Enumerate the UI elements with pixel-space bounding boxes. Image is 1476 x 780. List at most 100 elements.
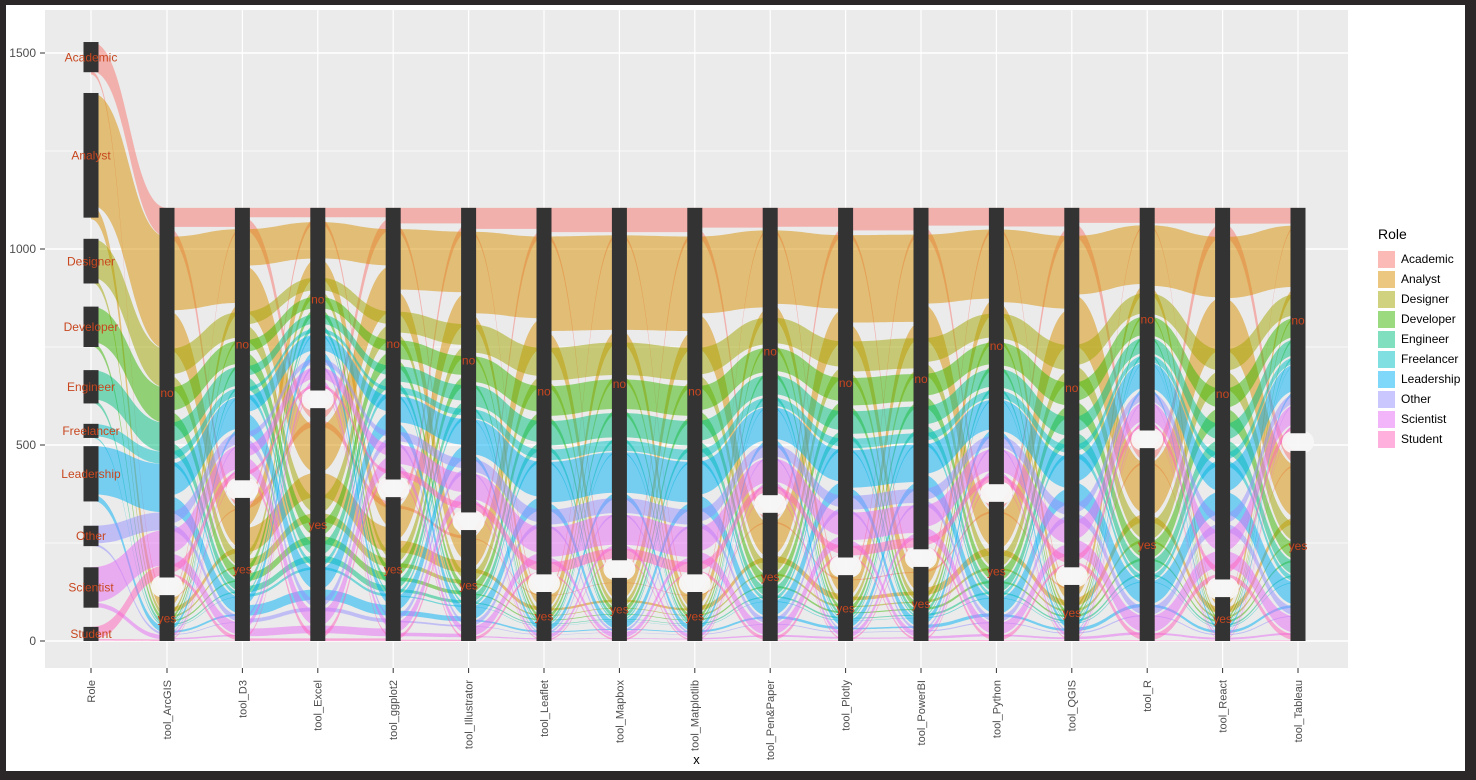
legend-item: Leadership: [1378, 369, 1470, 389]
no-stratum-label: no: [1141, 312, 1155, 326]
yes-stratum-label: yes: [233, 563, 252, 577]
flow-ribbon: [694, 441, 771, 597]
flow-ribbon: [242, 308, 318, 574]
flow-ribbon: [1071, 561, 1148, 641]
flow-ribbon: [91, 399, 167, 626]
flow-ribbon: [242, 296, 318, 352]
flow-ribbon: [242, 375, 318, 556]
flow-ribbon: [393, 311, 469, 346]
flow-ribbon: [1147, 225, 1223, 298]
flow-ribbon: [619, 412, 695, 446]
flow-ribbon: [468, 498, 544, 639]
flow-ribbon: [845, 230, 921, 580]
flow-ribbon: [468, 385, 544, 443]
flow-ribbon: [242, 388, 318, 639]
flow-ribbon: [91, 565, 167, 640]
flow-ribbon: [468, 454, 544, 631]
tool-no-stratum-bar: [913, 207, 929, 550]
flow-ribbon: [317, 350, 394, 606]
x-axis-label: tool_Illustrator: [463, 680, 475, 749]
x-axis-label: tool_D3: [237, 680, 249, 718]
tool-no-stratum-bar: [536, 207, 552, 575]
flow-ribbon: [770, 553, 846, 641]
flow-ribbon: [996, 370, 1072, 568]
stratum-gap-blob: [1131, 428, 1164, 451]
flow-ribbon: [845, 368, 921, 606]
flow-ribbon: [468, 602, 544, 625]
flow-ribbon: [996, 563, 1072, 641]
flow-ribbon: [619, 513, 695, 635]
flow-ribbon: [845, 532, 921, 638]
yes-stratum-label: yes: [610, 603, 629, 617]
flow-ribbon: [694, 557, 771, 611]
flow-ribbon: [544, 412, 620, 446]
flow-ribbon: [1071, 539, 1148, 633]
flow-ribbon: [770, 623, 846, 633]
flow-ribbon: [167, 634, 243, 640]
x-axis-label: tool_QGIS: [1067, 680, 1079, 731]
tool-yes-stratum-bar: [159, 595, 175, 641]
legend-label: Analyst: [1401, 272, 1441, 286]
flow-ribbon: [167, 495, 243, 614]
flow-ribbon: [393, 595, 469, 607]
flow-ribbon: [544, 207, 620, 233]
flow-ribbon: [544, 544, 620, 639]
flow-ribbon: [544, 556, 620, 639]
x-axis-label: Role: [86, 680, 98, 703]
flow-ribbon: [167, 445, 243, 554]
flow-ribbon: [694, 440, 771, 631]
flow-ribbon: [1147, 573, 1223, 627]
flow-ribbon: [1147, 423, 1223, 574]
role-stratum-bar: [83, 567, 99, 608]
legend-item: Academic: [1378, 249, 1470, 269]
flow-ribbon: [845, 617, 921, 621]
flow-ribbon: [91, 639, 167, 641]
flow-ribbon: [845, 601, 921, 608]
flow-ribbon: [317, 334, 394, 412]
flow-ribbon: [1222, 364, 1298, 492]
flow-ribbon: [468, 537, 544, 596]
flow-ribbon: [544, 613, 620, 621]
flow-ribbon: [1147, 207, 1223, 224]
flow-ribbon: [619, 235, 695, 331]
flow-ribbon: [317, 277, 394, 325]
flow-ribbon: [1071, 283, 1148, 599]
flow-ribbon: [1222, 223, 1298, 465]
flow-ribbon: [996, 446, 1072, 633]
flow-ribbon: [619, 572, 695, 641]
tool-yes-stratum-bar: [536, 592, 552, 641]
flow-ribbon: [317, 222, 394, 266]
flow-ribbon: [996, 207, 1072, 227]
flow-ribbon: [167, 553, 243, 635]
flow-ribbon: [996, 640, 1072, 641]
flow-ribbon: [468, 606, 544, 626]
role-stratum-label: Scientist: [68, 581, 114, 595]
legend-swatch: [1378, 310, 1395, 328]
flow-ribbon: [619, 613, 695, 621]
tool-yes-stratum-bar: [1215, 597, 1231, 641]
flow-ribbon: [1222, 404, 1298, 551]
flow-ribbon: [1147, 337, 1223, 440]
flow-ribbon: [1071, 432, 1148, 574]
flow-ribbon: [694, 485, 771, 571]
flow-ribbon: [921, 640, 997, 641]
flow-ribbon: [1147, 573, 1223, 641]
flow-ribbon: [1071, 632, 1148, 640]
flow-ribbon: [770, 493, 846, 641]
flow-ribbon: [694, 616, 771, 633]
flow-ribbon: [996, 398, 1072, 624]
flow-ribbon: [544, 498, 620, 525]
flow-ribbon: [921, 634, 997, 639]
x-axis-label: tool_R: [1142, 680, 1154, 712]
role-stratum-bar: [83, 92, 99, 218]
flow-ribbon: [845, 234, 921, 323]
flow-ribbon: [91, 306, 167, 424]
flow-ribbon: [996, 515, 1072, 623]
flow-ribbon: [845, 406, 921, 434]
flow-ribbon: [921, 429, 997, 625]
flow-ribbon: [393, 620, 469, 627]
flow-ribbon: [1147, 401, 1223, 551]
flow-ribbon: [242, 324, 318, 514]
flow-ribbon: [317, 607, 394, 623]
flow-ribbon: [996, 313, 1072, 371]
